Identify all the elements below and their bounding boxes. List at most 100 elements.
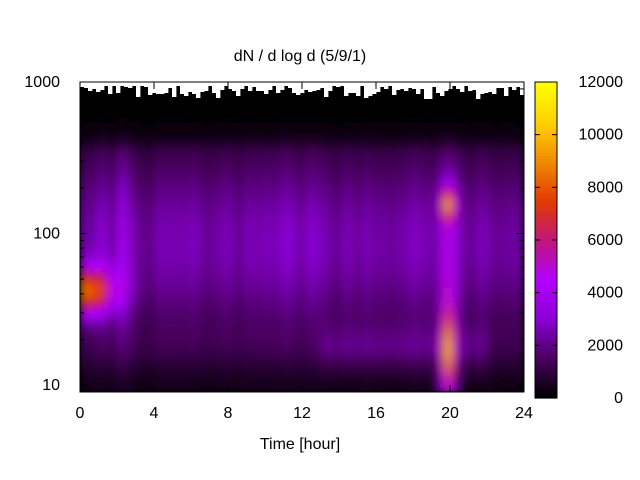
heat-cell: [117, 232, 123, 238]
heat-cell: [84, 147, 90, 153]
heat-cell: [394, 357, 400, 363]
heat-cell: [278, 332, 285, 338]
heat-cell: [422, 182, 428, 188]
heat-cell: [172, 372, 178, 378]
heat-cell: [366, 312, 372, 318]
heat-cell: [440, 302, 446, 308]
heat-cell: [237, 212, 243, 218]
heat-cell: [371, 307, 377, 313]
heat-cell: [135, 297, 141, 303]
heat-cell: [348, 327, 354, 333]
heat-cell: [440, 222, 446, 228]
heat-cell: [436, 182, 442, 188]
heat-cell: [149, 217, 155, 223]
heat-cell: [302, 177, 308, 183]
heat-cell: [417, 277, 423, 283]
heat-cell: [413, 327, 419, 333]
heat-cell: [385, 122, 391, 128]
heat-cell: [422, 367, 428, 373]
heat-cell: [315, 157, 322, 163]
heat-cell: [431, 362, 437, 368]
heat-cell: [325, 252, 331, 258]
heat-cell: [343, 192, 349, 198]
heat-cell: [191, 112, 197, 118]
heat-cell: [265, 287, 271, 293]
heat-cell: [278, 252, 285, 258]
heat-cell: [89, 102, 95, 108]
heat-cell: [380, 157, 386, 163]
heat-cell: [283, 202, 289, 208]
heat-cell: [283, 167, 289, 173]
heat-cell: [237, 237, 243, 243]
heat-cell: [343, 132, 349, 138]
heat-cell: [278, 157, 285, 163]
heat-cell: [214, 212, 220, 218]
heat-cell: [352, 302, 359, 308]
heat-cell: [89, 367, 95, 373]
heat-cell: [302, 107, 308, 113]
heat-cell: [389, 287, 396, 293]
heat-cell: [269, 322, 275, 328]
heat-cell: [278, 142, 285, 148]
heat-cell: [376, 157, 382, 163]
heat-cell: [223, 152, 229, 158]
heat-cell: [366, 387, 372, 392]
heat-cell: [394, 197, 400, 203]
heat-cell: [103, 107, 109, 113]
heat-cell: [158, 292, 164, 298]
heat-cell: [422, 192, 428, 198]
heat-cell: [209, 187, 215, 193]
heat-cell: [195, 337, 201, 343]
heat-cell: [269, 327, 275, 333]
heat-cell: [126, 127, 132, 133]
heat-cell: [436, 282, 442, 288]
heat-cell: [204, 287, 211, 293]
heat-cell: [172, 152, 178, 158]
heat-cell: [413, 132, 419, 138]
heat-cell: [357, 277, 363, 283]
heat-cell: [214, 387, 220, 392]
heat-cell: [130, 97, 137, 103]
heat-cell: [315, 102, 322, 108]
heat-cell: [283, 87, 289, 93]
heat-cell: [223, 197, 229, 203]
heat-cell: [209, 147, 215, 153]
heat-cell: [121, 92, 127, 98]
heat-cell: [209, 167, 215, 173]
heat-cell: [140, 237, 146, 243]
heat-cell: [357, 142, 363, 148]
heat-cell: [362, 247, 368, 253]
heat-cell: [297, 182, 303, 188]
heat-cell: [158, 152, 164, 158]
heat-cell: [98, 357, 104, 363]
heat-cell: [117, 242, 123, 248]
heat-cell: [195, 107, 201, 113]
heat-cell: [445, 267, 451, 273]
heat-cell: [436, 187, 442, 193]
heat-cell: [200, 382, 206, 388]
heat-cell: [200, 172, 206, 178]
heat-cell: [352, 212, 359, 218]
heat-cell: [84, 262, 90, 268]
heat-cell: [117, 347, 123, 353]
heat-cell: [218, 187, 224, 193]
heat-cell: [302, 202, 308, 208]
heat-cell: [251, 307, 257, 313]
heat-cell: [408, 152, 414, 158]
heat-cell: [195, 132, 201, 138]
heat-cell: [431, 132, 437, 138]
heat-cell: [135, 317, 141, 323]
heat-cell: [278, 172, 285, 178]
heat-cell: [158, 247, 164, 253]
heat-cell: [288, 342, 294, 348]
heat-cell: [274, 297, 280, 303]
heat-cell: [246, 122, 252, 128]
heat-cell: [436, 332, 442, 338]
heat-cell: [426, 137, 433, 143]
heat-cell: [80, 212, 86, 218]
heat-cell: [112, 352, 118, 358]
heat-cell: [214, 277, 220, 283]
heat-cell: [269, 367, 275, 373]
heat-cell: [445, 147, 451, 153]
heat-cell: [329, 207, 335, 213]
